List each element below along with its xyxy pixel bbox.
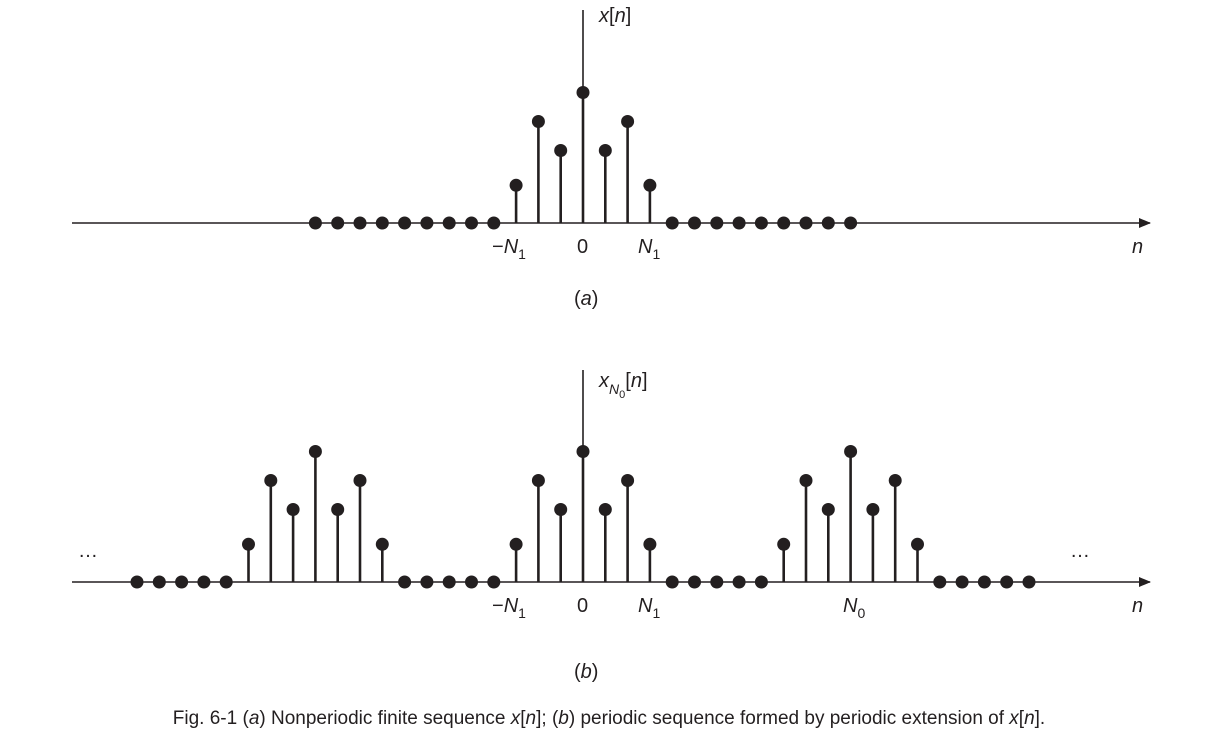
panel-a-sample-point [710,216,724,230]
panel-a-sample-point [844,216,858,230]
panel-a-sample-point [621,115,635,128]
panel-b-tick-n0: N0 [843,595,865,621]
panel-a-sample-point [821,216,835,230]
panel-b-sample-point [844,445,858,458]
panel-a-sample-point [576,86,590,99]
panel-b-sample-point [911,537,924,551]
panel-b-sample-point [732,575,746,589]
panel-a-sample-point [643,178,657,192]
panel-a-tick-neg-n1: −N1 [492,236,526,262]
panel-b-sample-point [1022,575,1036,589]
panel-b-sample-point [933,575,947,589]
panel-b-sample-point [688,575,701,589]
panel-b-sample-point [219,575,233,589]
panel-a-sample-point [531,115,545,128]
panel-b-stems [130,445,1036,589]
panel-b-sample-point [754,575,768,589]
panel-b-sample-point [175,575,189,589]
panel-a-sample-point [331,216,345,230]
panel-a-sample-point [554,144,568,157]
panel-b-sample-point [375,537,389,551]
panel-a-sample-point [598,144,612,157]
panel-b-sample-point [420,575,434,589]
panel-b-sample-point [242,537,255,551]
panel-b-sample-point [398,575,412,589]
panel-a-sample-point [754,216,768,230]
panel-b-sample-point [487,575,501,589]
panel-a-ylabel: x[n] [598,5,631,27]
panel-b-sample-point [621,474,635,487]
panel-b-ellipsis-right: … [1070,540,1090,562]
panel-b-sample-point [888,474,902,487]
panel-b-sample-point [531,474,545,487]
panel-b: xN0[n] … … n −N1 0 N1 N0 (b) [72,370,1151,683]
panel-b-xlabel: n [1132,595,1143,617]
panel-b-tick-neg-n1: −N1 [492,595,526,621]
panel-b-tick-n1: N1 [638,595,660,621]
panel-b-sample-point [509,537,523,551]
panel-b-sample-point [576,445,590,458]
panel-a-sample-point [353,216,367,230]
panel-b-sample-point [643,537,657,551]
figure: x[n] n −N1 0 N1 (a) xN0[n] … … n −N1 0 N… [72,5,1151,683]
panel-a-sample-point [375,216,389,230]
panel-b-sample-point [308,445,322,458]
panel-b-sample-point [799,474,813,487]
panel-a-xlabel: n [1132,236,1143,258]
panel-a-sample-point [777,216,791,230]
panel-b-sample-point [264,474,278,487]
panel-b-tag: (b) [574,661,598,683]
panel-a-tick-n1: N1 [638,236,660,262]
panel-a-sample-point [420,216,434,230]
panel-b-sample-point [197,575,211,589]
panel-b-ellipsis-left: … [78,540,98,562]
panel-b-tick-zero: 0 [577,595,588,617]
panel-b-sample-point [977,575,991,589]
panel-a-sample-point [398,216,412,230]
panel-b-sample-point [866,503,880,516]
panel-b-sample-point [353,474,367,487]
panel-b-ylabel: xN0[n] [598,370,648,401]
panel-a: x[n] n −N1 0 N1 (a) [72,5,1151,310]
panel-b-sample-point [710,575,724,589]
panel-a-stems [308,86,858,230]
panel-b-sample-point [1000,575,1014,589]
panel-b-sample-point [442,575,456,589]
panel-a-sample-point [509,178,523,192]
panel-b-sample-point [331,503,345,516]
panel-b-sample-point [955,575,969,589]
panel-a-sample-point [688,216,701,230]
panel-b-sample-point [152,575,166,589]
panel-b-sample-point [130,575,144,589]
panel-b-sample-point [554,503,568,516]
figure-caption: Fig. 6-1 (a) Nonperiodic finite sequence… [172,708,1046,729]
panel-b-sample-point [465,575,478,589]
panel-b-sample-point [777,537,791,551]
panel-a-tag: (a) [574,288,598,310]
panel-b-sample-point [598,503,612,516]
panel-a-sample-point [442,216,456,230]
panel-a-sample-point [799,216,813,230]
panel-a-sample-point [465,216,478,230]
panel-b-sample-point [821,503,835,516]
panel-a-sample-point [732,216,746,230]
panel-b-sample-point [286,503,300,516]
panel-a-sample-point [308,216,322,230]
panel-b-sample-point [665,575,679,589]
panel-a-sample-point [665,216,679,230]
panel-a-sample-point [487,216,501,230]
panel-a-tick-zero: 0 [577,236,588,258]
